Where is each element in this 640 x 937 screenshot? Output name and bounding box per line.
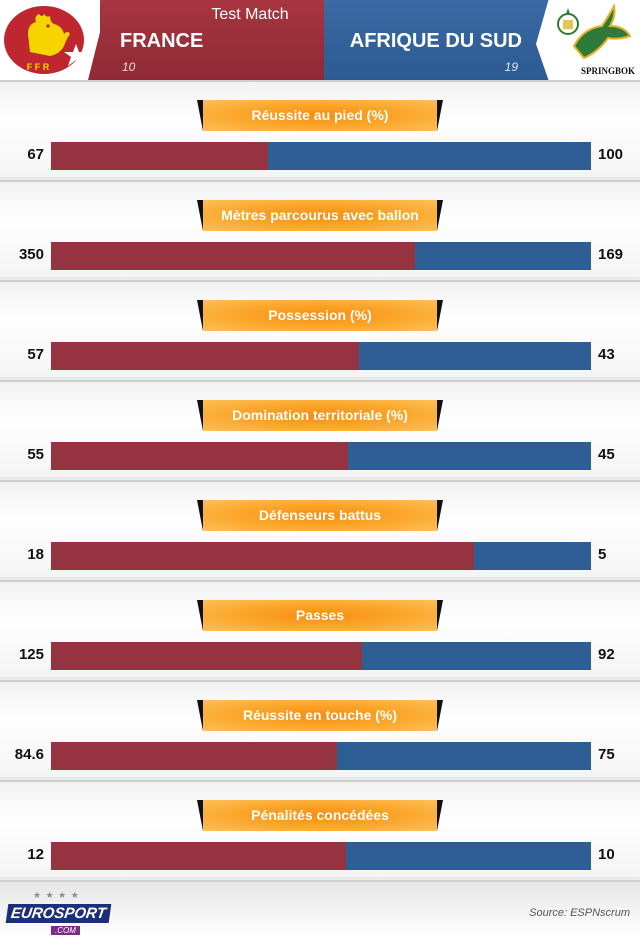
stat-row: Possession (%) 57 43 [0, 280, 640, 380]
stat-bar-france [51, 342, 359, 370]
stat-label-tab: Réussite au pied (%) [197, 100, 443, 131]
stat-value-france: 57 [27, 346, 44, 363]
svg-text:F F R: F F R [27, 62, 50, 72]
stat-value-south-africa: 43 [598, 346, 615, 363]
tab-right-notch [437, 800, 443, 831]
stat-row: Réussite en touche (%) 84.6 75 [0, 680, 640, 780]
stat-bar [51, 542, 591, 570]
stat-row: Pénalités concédées 12 10 [0, 780, 640, 880]
stat-label-tab: Domination territoriale (%) [197, 400, 443, 431]
stat-bar [51, 842, 591, 870]
stat-value-france: 18 [27, 546, 44, 563]
team-right-name: AFRIQUE DU SUD [349, 30, 522, 52]
tab-right-notch [437, 700, 443, 731]
tab-left-notch [197, 800, 203, 831]
stat-label: Domination territoriale (%) [203, 400, 437, 431]
stat-label-tab: Possession (%) [197, 300, 443, 331]
tab-left-notch [197, 500, 203, 531]
stat-row: Passes 125 92 [0, 580, 640, 680]
stat-row: Défenseurs battus 18 5 [0, 480, 640, 580]
row-separator [0, 280, 640, 282]
footer: ★ ★ ★ ★ EUROSPORT .COM Source: ESPNscrum [0, 880, 640, 937]
tab-left-notch [197, 600, 203, 631]
stat-row: Réussite au pied (%) 67 100 [0, 80, 640, 180]
stat-value-france: 350 [18, 246, 44, 263]
stat-value-france: 55 [27, 446, 44, 463]
stat-bar-france [51, 742, 338, 770]
ffr-rooster-logo-icon: F F R [4, 6, 88, 74]
stat-value-france: 67 [27, 146, 44, 163]
stat-label-tab: Pénalités concédées [197, 800, 443, 831]
row-separator [0, 180, 640, 182]
stat-label-tab: Mètres parcourus avec ballon [197, 200, 443, 231]
stat-label: Pénalités concédées [203, 800, 437, 831]
stat-label-tab: Passes [197, 600, 443, 631]
match-type-label: Test Match [211, 6, 289, 23]
source-note: Source: ESPNscrum [529, 907, 630, 919]
logo-text: EUROSPORT [5, 904, 112, 923]
stat-value-south-africa: 5 [598, 546, 607, 563]
tab-left-notch [197, 700, 203, 731]
stat-label: Défenseurs battus [203, 500, 437, 531]
stat-row: Domination territoriale (%) 55 45 [0, 380, 640, 480]
stat-bar [51, 742, 591, 770]
tab-left-notch [197, 100, 203, 131]
tab-right-notch [437, 200, 443, 231]
stat-label: Réussite en touche (%) [203, 700, 437, 731]
tab-left-notch [197, 400, 203, 431]
team-left-score: 10 [122, 60, 136, 74]
stat-value-south-africa: 45 [598, 446, 615, 463]
logo-subtext: .COM [51, 926, 80, 935]
stat-label: Mètres parcourus avec ballon [203, 200, 437, 231]
stat-value-south-africa: 10 [598, 846, 615, 863]
springbok-logo-icon: SPRINGBOK [557, 2, 635, 76]
stat-row: Mètres parcourus avec ballon 350 169 [0, 180, 640, 280]
svg-text:SPRINGBOK: SPRINGBOK [581, 66, 635, 76]
stat-bar-france [51, 842, 346, 870]
stat-bar [51, 242, 591, 270]
stat-label-tab: Défenseurs battus [197, 500, 443, 531]
stat-bar [51, 342, 591, 370]
team-left-name: FRANCE [120, 30, 204, 52]
stat-bar [51, 442, 591, 470]
logo-stars-icon: ★ ★ ★ ★ [33, 890, 80, 900]
tab-right-notch [437, 100, 443, 131]
row-separator [0, 680, 640, 682]
stat-bar [51, 142, 591, 170]
stat-value-france: 125 [18, 646, 44, 663]
row-separator [0, 780, 640, 782]
stat-bar-france [51, 642, 363, 670]
row-separator [0, 480, 640, 482]
stat-bar-france [51, 442, 348, 470]
tab-left-notch [197, 200, 203, 231]
team-right-score: 19 [504, 60, 518, 74]
tab-right-notch [437, 300, 443, 331]
stat-bar-france [51, 242, 416, 270]
stat-value-france: 12 [27, 846, 44, 863]
stat-bar [51, 642, 591, 670]
row-separator [0, 80, 640, 82]
eurosport-logo: ★ ★ ★ ★ EUROSPORT .COM [5, 890, 112, 935]
stat-value-south-africa: 75 [598, 746, 615, 763]
stat-bar-france [51, 542, 474, 570]
stat-value-south-africa: 100 [598, 146, 624, 163]
tab-right-notch [437, 400, 443, 431]
tab-right-notch [437, 600, 443, 631]
stat-bar-france [51, 142, 268, 170]
stat-label: Passes [203, 600, 437, 631]
stat-label: Réussite au pied (%) [203, 100, 437, 131]
row-separator [0, 380, 640, 382]
stat-value-south-africa: 92 [598, 646, 615, 663]
tab-right-notch [437, 500, 443, 531]
stat-value-france: 84.6 [14, 746, 44, 763]
stat-label: Possession (%) [203, 300, 437, 331]
stat-label-tab: Réussite en touche (%) [197, 700, 443, 731]
match-header: F F R SPRINGBOK Test Match FRANCE AFRIQU… [0, 0, 640, 80]
tab-left-notch [197, 300, 203, 331]
row-separator [0, 580, 640, 582]
stat-value-south-africa: 169 [598, 246, 624, 263]
